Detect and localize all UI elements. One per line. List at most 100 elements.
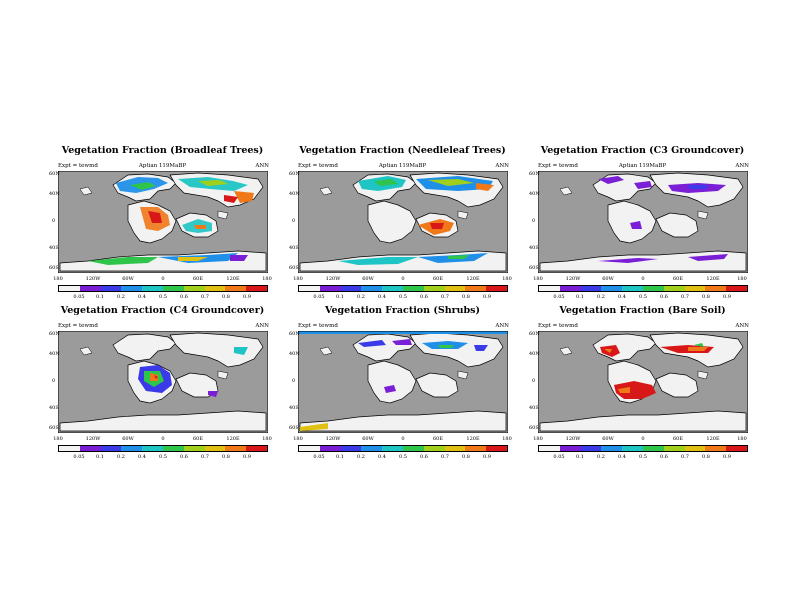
colorbar-swatch [204, 286, 226, 291]
colorbar-label: 0.9 [723, 454, 731, 460]
colorbar-swatch [142, 446, 163, 451]
lat-tick: 0 [52, 218, 56, 224]
colorbar-swatch [663, 286, 685, 291]
colorbar-swatch [319, 286, 341, 291]
panel-c4-groundcover: Vegetation Fraction (C4 Groundcover) Exp… [49, 305, 272, 470]
lon-tick: 0 [401, 436, 405, 442]
colorbar-label: 0.2 [597, 454, 605, 460]
panel-c3-groundcover: Vegetation Fraction (C3 Groundcover) Exp… [529, 145, 750, 310]
lon-tick: 120W [85, 276, 101, 282]
colorbar-label: 0.1 [576, 454, 584, 460]
colorbar-label: 0.9 [483, 454, 491, 460]
panel-title: Vegetation Fraction (C3 Groundcover) [540, 145, 745, 156]
colorbar-label: 0.6 [420, 294, 428, 300]
lon-tick: 180 [293, 276, 303, 282]
colorbar-label: 0.5 [399, 294, 407, 300]
colorbar-label: 0.2 [117, 294, 125, 300]
season-label: ANN [255, 323, 269, 329]
period-label: Aptian 119MaBP [378, 163, 427, 169]
experiment-label: Expt = tewmd [298, 323, 338, 329]
colorbar-label: 0.05 [553, 454, 565, 460]
lon-tick: 120E [226, 436, 240, 442]
lon-tick: 60E [672, 276, 684, 282]
lon-tick: 60W [602, 276, 614, 282]
panel-shrubs: Vegetation Fraction (Shrubs) Expt = tewm… [289, 305, 512, 470]
colorbar-label: 0.9 [483, 294, 491, 300]
colorbar-swatch [601, 286, 623, 291]
colorbar-swatch [382, 286, 403, 291]
experiment-label: Expt = tewmd [58, 323, 98, 329]
lon-tick: 0 [161, 276, 165, 282]
colorbar-label: 0.2 [597, 294, 605, 300]
lat-tick: 60S [289, 425, 299, 431]
colorbar-label: 0.8 [462, 454, 470, 460]
colorbar-label: 0.9 [243, 294, 251, 300]
colorbar-swatch [100, 446, 122, 451]
colorbar-label: 0.1 [96, 454, 104, 460]
season-label: ANN [735, 163, 749, 169]
colorbar-swatch [299, 446, 320, 451]
colorbar-swatch [340, 446, 362, 451]
colorbar-swatch [299, 286, 320, 291]
colorbar-swatch [183, 446, 205, 451]
lat-tick: 40N [529, 191, 540, 197]
colorbar-swatch [465, 286, 487, 291]
colorbar-label: 0.6 [180, 294, 188, 300]
colorbar-swatch [444, 286, 466, 291]
colorbar-swatch [539, 286, 560, 291]
colorbar-swatch [79, 446, 101, 451]
lat-tick: 0 [532, 378, 536, 384]
colorbar-label: 0.2 [357, 454, 365, 460]
colorbar-swatch [622, 446, 643, 451]
lat-tick: 40N [49, 191, 60, 197]
lon-tick: 60E [432, 436, 444, 442]
colorbar-label: 0.5 [639, 454, 647, 460]
season-label: ANN [495, 163, 509, 169]
colorbar-swatch [684, 286, 706, 291]
lon-tick: 180 [502, 276, 512, 282]
lat-tick: 40S [289, 405, 299, 411]
lon-tick: 0 [401, 276, 405, 282]
colorbar-label: 0.5 [639, 294, 647, 300]
colorbar-swatch [59, 446, 80, 451]
colorbar-swatch [225, 286, 247, 291]
lon-tick: 60W [362, 276, 374, 282]
lon-tick: 120E [226, 276, 240, 282]
lat-tick: 40S [49, 245, 59, 251]
colorbar-swatch [79, 286, 101, 291]
experiment-label: Expt = tewmd [298, 163, 338, 169]
lat-tick: 40N [289, 191, 300, 197]
colorbar-label: 0.8 [222, 454, 230, 460]
colorbar-swatch [121, 446, 143, 451]
colorbar-label: 0.1 [336, 454, 344, 460]
lon-tick: 180 [53, 436, 63, 442]
colorbar-swatch [162, 286, 184, 291]
lat-tick: 60S [289, 265, 299, 271]
lat-tick: 0 [292, 218, 296, 224]
colorbar-swatch [121, 286, 143, 291]
lon-tick: 180 [262, 276, 272, 282]
colorbar-swatch [59, 286, 80, 291]
lon-tick: 120W [85, 436, 101, 442]
colorbar-label: 0.8 [222, 294, 230, 300]
colorbar-swatch [423, 286, 445, 291]
lon-tick: 120E [706, 276, 720, 282]
colorbar-swatch [465, 446, 487, 451]
colorbar-label: 0.5 [159, 454, 167, 460]
colorbar-swatch [539, 446, 560, 451]
colorbar-swatch [622, 286, 643, 291]
lon-tick: 180 [533, 276, 543, 282]
lat-tick: 40S [289, 245, 299, 251]
lon-tick: 0 [641, 276, 645, 282]
experiment-label: Expt = tewmd [538, 163, 578, 169]
lat-tick: 40S [529, 405, 539, 411]
colorbar-swatch [559, 446, 581, 451]
colorbar [58, 285, 268, 292]
colorbar-swatch [486, 286, 507, 291]
colorbar-label: 0.7 [441, 294, 449, 300]
colorbar [298, 445, 508, 452]
colorbar-label: 0.4 [138, 294, 146, 300]
panel-title: Vegetation Fraction (Broadleaf Trees) [61, 145, 264, 156]
colorbar [538, 445, 748, 452]
colorbar-label: 0.7 [201, 454, 209, 460]
